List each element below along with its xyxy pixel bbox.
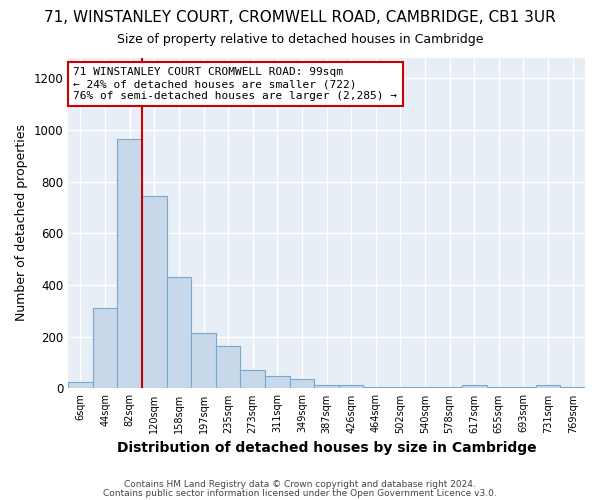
Bar: [191, 334, 216, 388]
Bar: [364, 387, 388, 388]
Bar: [314, 384, 339, 388]
Bar: [339, 384, 364, 388]
Bar: [560, 387, 585, 388]
Y-axis label: Number of detached properties: Number of detached properties: [15, 124, 28, 322]
Bar: [511, 387, 536, 388]
Bar: [216, 346, 241, 389]
Bar: [167, 278, 191, 388]
Text: Contains HM Land Registry data © Crown copyright and database right 2024.: Contains HM Land Registry data © Crown c…: [124, 480, 476, 489]
X-axis label: Distribution of detached houses by size in Cambridge: Distribution of detached houses by size …: [117, 441, 536, 455]
Bar: [487, 387, 511, 388]
Bar: [142, 196, 167, 388]
Bar: [93, 308, 118, 388]
Bar: [536, 384, 560, 388]
Bar: [290, 380, 314, 388]
Text: Contains public sector information licensed under the Open Government Licence v3: Contains public sector information licen…: [103, 488, 497, 498]
Bar: [462, 384, 487, 388]
Bar: [437, 387, 462, 388]
Text: 71, WINSTANLEY COURT, CROMWELL ROAD, CAMBRIDGE, CB1 3UR: 71, WINSTANLEY COURT, CROMWELL ROAD, CAM…: [44, 10, 556, 25]
Bar: [68, 382, 93, 388]
Bar: [265, 376, 290, 388]
Bar: [388, 387, 413, 388]
Bar: [118, 139, 142, 388]
Text: Size of property relative to detached houses in Cambridge: Size of property relative to detached ho…: [117, 32, 483, 46]
Text: 71 WINSTANLEY COURT CROMWELL ROAD: 99sqm
← 24% of detached houses are smaller (7: 71 WINSTANLEY COURT CROMWELL ROAD: 99sqm…: [73, 68, 397, 100]
Bar: [413, 387, 437, 388]
Bar: [241, 370, 265, 388]
